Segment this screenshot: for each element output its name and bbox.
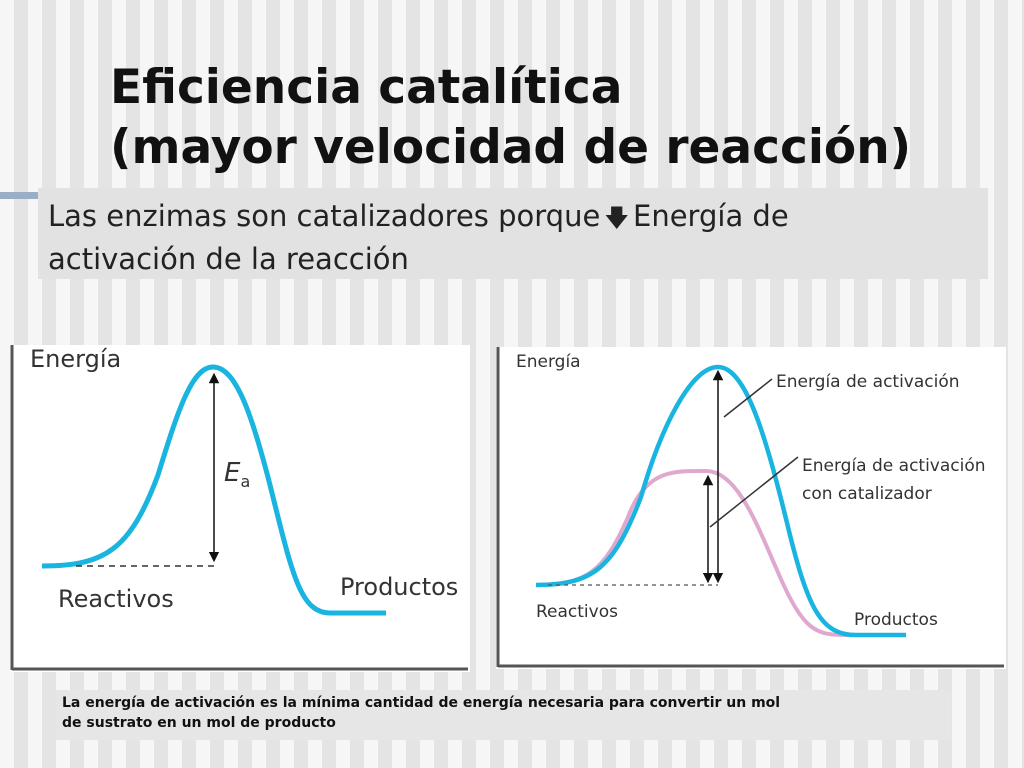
accent-bar bbox=[0, 192, 38, 199]
products-label: Productos bbox=[340, 573, 458, 601]
slide-title: Eficiencia catalítica (mayor velocidad d… bbox=[110, 58, 1010, 178]
reactants-label: Reactivos bbox=[536, 602, 618, 622]
energy-diagram-uncatalyzed: Energía Ea Reactivos Productos bbox=[10, 345, 470, 672]
reaction-curve bbox=[41, 364, 386, 616]
subtitle-text-line-2: activación de la reacción bbox=[48, 242, 409, 276]
activation-energy-symbol: Ea bbox=[224, 458, 250, 491]
caption-line-1: La energía de activación es la mínima ca… bbox=[62, 695, 781, 711]
catalyzed-reaction-curve bbox=[535, 468, 906, 637]
reactants-label: Reactivos bbox=[58, 585, 174, 613]
caption-box: La energía de activación es la mínima ca… bbox=[56, 690, 951, 740]
subtitle-text-before-arrow: Las enzimas son catalizadores porque bbox=[48, 199, 601, 233]
uncatalyzed-reaction-curve bbox=[535, 364, 906, 638]
caption-line-2: de sustrato en un mol de producto bbox=[62, 715, 336, 731]
products-label: Productos bbox=[854, 610, 938, 630]
subtitle-text-after-arrow: Energía de bbox=[633, 199, 789, 233]
energy-axis-label: Energía bbox=[30, 345, 121, 373]
energy-diagram-uncatalyzed-svg: Energía Ea Reactivos Productos bbox=[10, 345, 468, 671]
activation-energy-symbol-subscript: a bbox=[240, 472, 250, 491]
arrow-down-icon: 🡇 bbox=[604, 204, 630, 232]
slide-title-line-2: (mayor velocidad de reacción) bbox=[110, 120, 912, 175]
catalyzed-activation-energy-label-line-1: Energía de activación bbox=[802, 456, 986, 476]
activation-energy-symbol-letter: E bbox=[224, 458, 241, 488]
energy-diagram-catalyzed: Energía Energía de activación Energía de… bbox=[496, 347, 1006, 669]
catalyzed-activation-energy-pointer bbox=[709, 456, 799, 528]
slide-title-line-1: Eficiencia catalítica bbox=[110, 60, 623, 115]
activation-energy-label: Energía de activación bbox=[776, 372, 960, 392]
energy-axis-label: Energía bbox=[516, 352, 581, 372]
energy-diagram-catalyzed-svg: Energía Energía de activación Energía de… bbox=[496, 347, 1004, 668]
activation-energy-pointer bbox=[723, 378, 773, 418]
subtitle-box: Las enzimas son catalizadores porque 🡇 Ene… bbox=[38, 188, 988, 279]
catalyzed-activation-energy-label-line-2: con catalizador bbox=[802, 484, 932, 504]
